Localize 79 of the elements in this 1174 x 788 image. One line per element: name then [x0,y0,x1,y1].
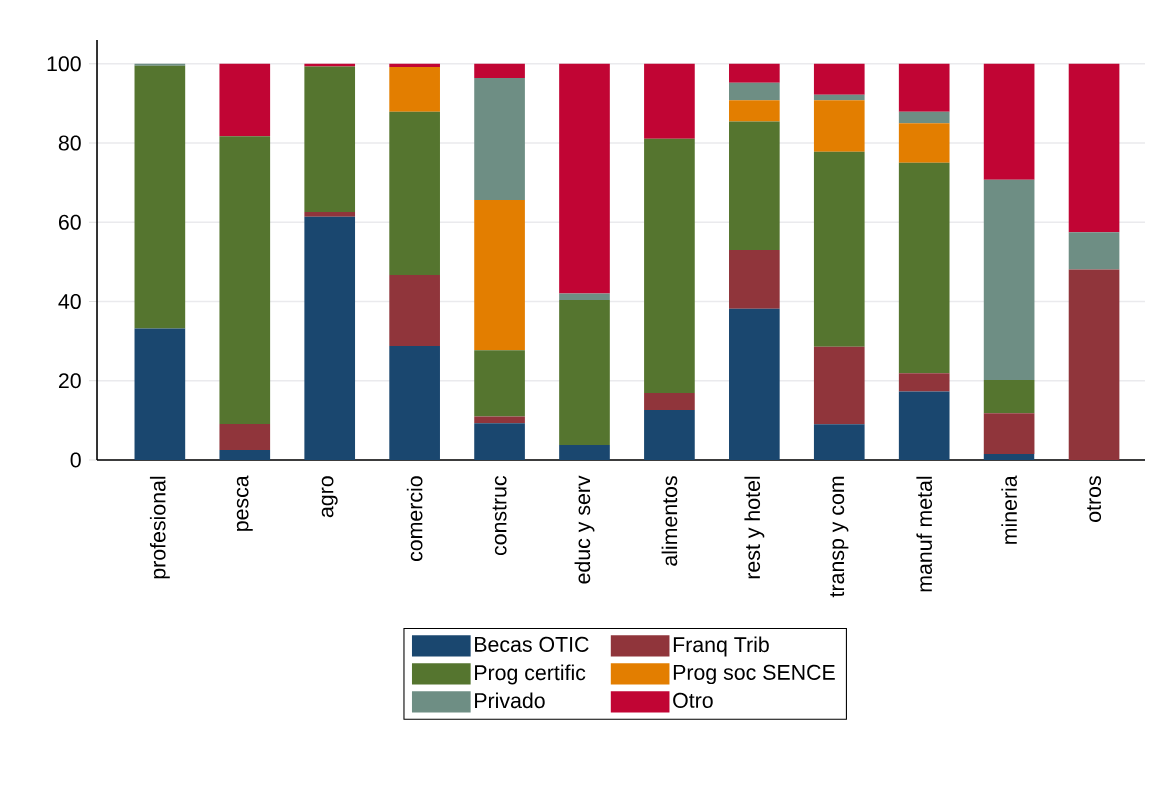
bar [389,66,440,112]
legend-label: Prog certific [475,664,586,685]
x-tick-label: pesca [236,475,253,531]
x-tick-label: otros [1087,476,1102,522]
y-tick-label: 0 [70,452,81,468]
legend-label: Becas OTIC [475,636,589,652]
bar [474,78,525,201]
bar [983,379,1035,414]
bar [898,111,950,124]
y-tick-label: 40 [58,293,81,310]
bar [134,65,186,329]
bar [898,162,950,374]
y-tick-label: 100 [47,56,81,72]
bar [813,63,865,95]
bar [559,299,610,445]
x-tick-label: educ y serv [574,475,595,584]
legend-label: Otro [673,692,713,708]
bar [389,274,440,346]
bar [304,66,356,212]
x-tick-label: comercio [406,476,423,562]
bar [813,151,865,347]
bar [813,424,865,460]
x-tick-label: manuf metal [916,476,933,592]
bar [644,138,695,394]
bar [134,328,186,460]
y-tick-label: 80 [58,135,81,151]
bar [898,391,950,460]
bar [983,63,1035,180]
x-tick-label: construc [492,475,507,556]
bar [983,179,1035,380]
bar [898,373,950,392]
bar [559,293,610,300]
x-tick-label: profesional [149,476,170,579]
bar [983,413,1035,455]
bar [474,416,525,424]
legend-label: Franq Trib [673,636,769,657]
bar [729,308,780,460]
bar [644,410,695,460]
bar [983,454,1035,460]
bar [304,216,356,460]
bar [729,249,780,309]
bar [644,63,695,139]
y-tick-label: 20 [58,373,81,389]
bar [729,121,780,250]
bar [813,346,865,425]
bar [389,63,440,67]
legend-label: Prog soc SENCE [673,664,835,685]
bar [729,100,780,122]
bar [474,350,525,417]
bar [389,111,440,275]
bar [1068,63,1120,233]
bar [559,444,610,460]
bar [813,94,865,101]
x-tick-label: rest y hotel [744,476,765,579]
bar [389,345,440,460]
bar [219,450,271,460]
x-tick-label: mineria [1001,475,1017,544]
legend-label: Privado [475,692,545,709]
x-tick-label: alimentos [661,476,678,566]
y-tick-label: 60 [58,214,81,230]
bar [1068,232,1120,270]
bar [559,63,610,294]
bar [813,100,865,152]
x-tick-label: agro [321,476,338,518]
bar [474,423,525,460]
bar [898,63,950,112]
bar [474,200,525,351]
bar [898,123,950,163]
bar [474,63,525,79]
bar [219,423,271,451]
x-tick-label: transp y com [830,476,849,598]
bar [1068,269,1120,460]
bar [219,136,271,424]
bar [304,63,356,67]
bar [644,393,695,411]
bar [219,63,271,137]
bar [729,82,780,101]
bar [304,211,356,217]
bar [729,63,780,83]
